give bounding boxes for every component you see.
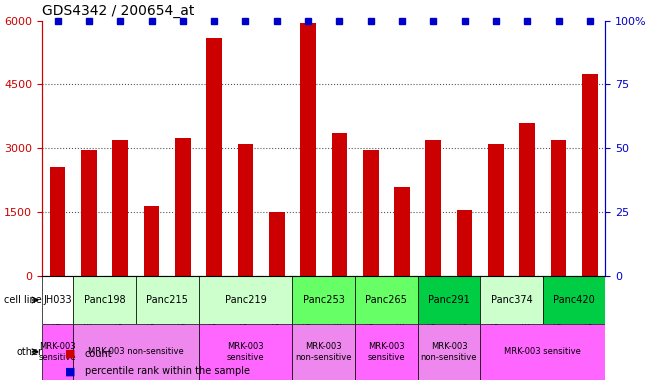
Bar bbox=[269, 212, 284, 276]
Text: cell line: cell line bbox=[5, 295, 42, 305]
FancyBboxPatch shape bbox=[42, 324, 74, 380]
Bar bbox=[363, 151, 378, 276]
Text: Panc291: Panc291 bbox=[428, 295, 470, 305]
Text: MRK-003
sensitive: MRK-003 sensitive bbox=[39, 342, 76, 362]
Text: MRK-003
sensitive: MRK-003 sensitive bbox=[368, 342, 405, 362]
Text: Panc219: Panc219 bbox=[225, 295, 266, 305]
FancyBboxPatch shape bbox=[74, 276, 136, 324]
FancyBboxPatch shape bbox=[543, 276, 605, 324]
Text: Panc198: Panc198 bbox=[84, 295, 126, 305]
Text: percentile rank within the sample: percentile rank within the sample bbox=[85, 366, 249, 376]
Text: JH033: JH033 bbox=[44, 295, 72, 305]
Bar bbox=[582, 74, 598, 276]
FancyBboxPatch shape bbox=[292, 324, 355, 380]
Text: ■: ■ bbox=[65, 366, 76, 376]
Text: count: count bbox=[85, 349, 112, 359]
Bar bbox=[300, 23, 316, 276]
Text: MRK-003
non-sensitive: MRK-003 non-sensitive bbox=[421, 342, 477, 362]
FancyBboxPatch shape bbox=[199, 324, 292, 380]
Bar bbox=[144, 206, 159, 276]
Text: GDS4342 / 200654_at: GDS4342 / 200654_at bbox=[42, 4, 195, 18]
Text: Panc374: Panc374 bbox=[491, 295, 533, 305]
Bar bbox=[113, 140, 128, 276]
Bar bbox=[331, 133, 347, 276]
Text: MRK-003 sensitive: MRK-003 sensitive bbox=[505, 348, 581, 356]
Bar bbox=[175, 138, 191, 276]
FancyBboxPatch shape bbox=[74, 324, 199, 380]
Text: other: other bbox=[16, 347, 42, 357]
Bar bbox=[81, 151, 97, 276]
FancyBboxPatch shape bbox=[199, 276, 292, 324]
FancyBboxPatch shape bbox=[292, 276, 355, 324]
Text: MRK-003
non-sensitive: MRK-003 non-sensitive bbox=[296, 342, 352, 362]
FancyBboxPatch shape bbox=[355, 324, 418, 380]
Bar bbox=[457, 210, 473, 276]
FancyBboxPatch shape bbox=[355, 276, 418, 324]
Bar bbox=[551, 140, 566, 276]
Text: Panc215: Panc215 bbox=[146, 295, 188, 305]
FancyBboxPatch shape bbox=[480, 324, 605, 380]
Bar bbox=[50, 167, 66, 276]
Bar bbox=[238, 144, 253, 276]
Text: MRK-003 non-sensitive: MRK-003 non-sensitive bbox=[88, 348, 184, 356]
FancyBboxPatch shape bbox=[136, 276, 199, 324]
Text: Panc265: Panc265 bbox=[365, 295, 408, 305]
Bar bbox=[426, 140, 441, 276]
Bar bbox=[395, 187, 410, 276]
Bar bbox=[206, 38, 222, 276]
Text: ■: ■ bbox=[65, 349, 76, 359]
FancyBboxPatch shape bbox=[418, 324, 480, 380]
Text: MRK-003
sensitive: MRK-003 sensitive bbox=[227, 342, 264, 362]
Text: Panc420: Panc420 bbox=[553, 295, 595, 305]
Text: Panc253: Panc253 bbox=[303, 295, 344, 305]
Bar bbox=[519, 123, 535, 276]
FancyBboxPatch shape bbox=[418, 276, 480, 324]
FancyBboxPatch shape bbox=[42, 276, 74, 324]
FancyBboxPatch shape bbox=[480, 276, 543, 324]
Bar bbox=[488, 144, 504, 276]
